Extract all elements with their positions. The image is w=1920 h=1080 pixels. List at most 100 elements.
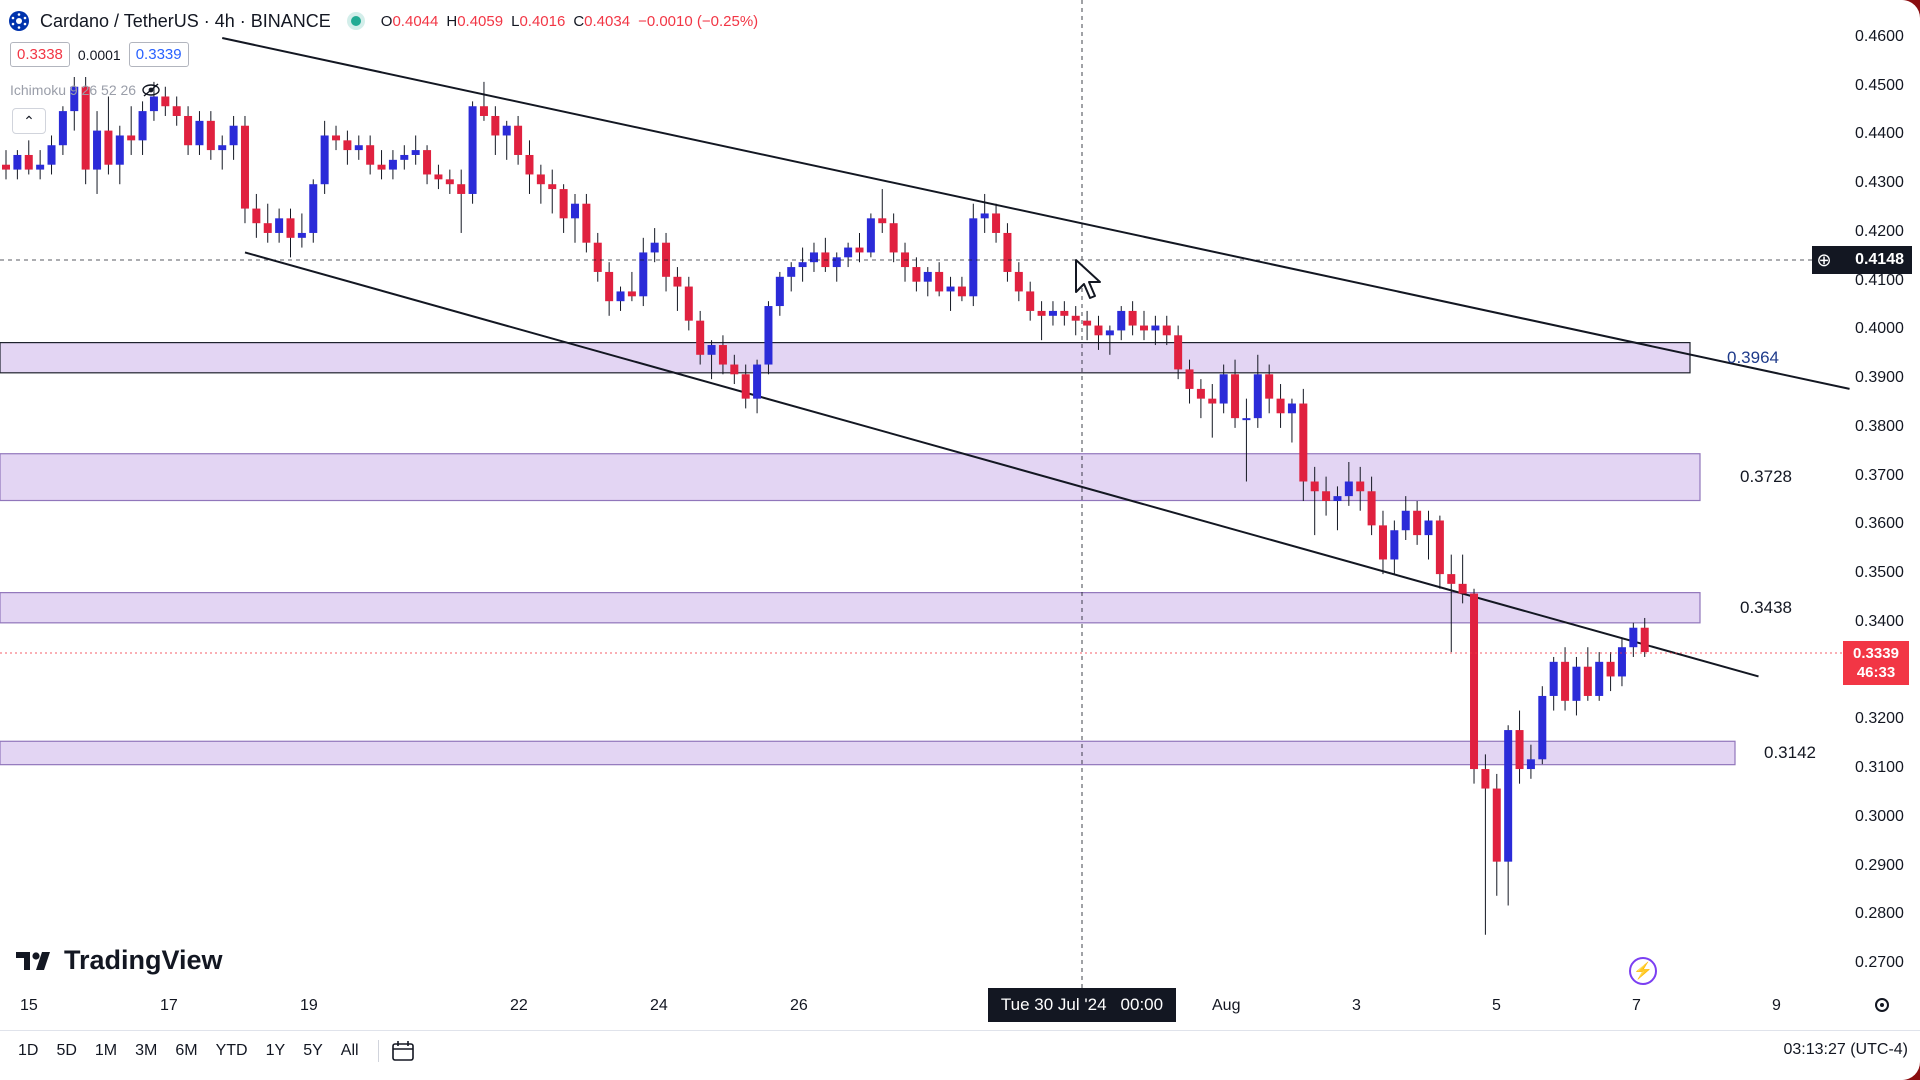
candle-body bbox=[753, 364, 762, 399]
candle-body bbox=[1299, 403, 1308, 482]
trendline-upper bbox=[222, 37, 1850, 390]
crosshair-price-value: 0.4148 bbox=[1855, 251, 1904, 268]
candle-body bbox=[1003, 232, 1012, 272]
candle-body bbox=[13, 154, 22, 170]
candle-body bbox=[1174, 335, 1183, 370]
price-tick-label: 0.3200 bbox=[1855, 710, 1904, 728]
current-price-label: 0.3339 46:33 bbox=[1843, 641, 1909, 685]
collapse-legend-button[interactable]: ⌃ bbox=[12, 108, 46, 134]
range-button-1y[interactable]: 1Y bbox=[265, 1042, 286, 1059]
indicator-legend[interactable]: Ichimoku 9 26 52 26 bbox=[10, 82, 160, 98]
candle-body bbox=[70, 86, 79, 112]
candle-body bbox=[1094, 325, 1103, 336]
candle-body bbox=[844, 247, 853, 258]
candle-body bbox=[957, 286, 966, 297]
candle-body bbox=[366, 145, 375, 165]
spread-value: 0.0001 bbox=[77, 46, 121, 63]
time-tick-label: 19 bbox=[300, 997, 318, 1014]
candle-body bbox=[58, 111, 67, 146]
range-button-ytd[interactable]: YTD bbox=[215, 1042, 248, 1059]
calendar-icon[interactable] bbox=[389, 1039, 417, 1063]
cardano-icon[interactable] bbox=[8, 10, 30, 32]
settings-gear-icon[interactable] bbox=[1872, 995, 1892, 1015]
range-button-5d[interactable]: 5D bbox=[56, 1042, 77, 1059]
timezone-clock[interactable]: 03:13:27 (UTC-4) bbox=[1783, 1041, 1909, 1058]
hidden-eye-icon[interactable] bbox=[142, 83, 160, 97]
candle-body bbox=[1538, 695, 1547, 760]
symbol-title[interactable]: Cardano / TetherUS · 4h · BINANCE bbox=[40, 10, 331, 31]
tradingview-logo[interactable]: TradingView bbox=[14, 945, 223, 976]
candle-body bbox=[1595, 661, 1604, 696]
range-button-6m[interactable]: 6M bbox=[175, 1042, 198, 1059]
zone-price-label: 0.3142 bbox=[1764, 742, 1816, 762]
price-tick-label: 0.3500 bbox=[1855, 564, 1904, 582]
add-alert-plus-icon[interactable]: ⊕ bbox=[1816, 249, 1832, 270]
candle-body bbox=[855, 247, 864, 253]
price-tick-label: 0.2900 bbox=[1855, 856, 1904, 874]
candle-body bbox=[1640, 627, 1649, 653]
range-button-1m[interactable]: 1M bbox=[94, 1042, 118, 1059]
candle-body bbox=[149, 96, 158, 112]
candle-body bbox=[1617, 647, 1626, 677]
candle-body bbox=[1071, 315, 1080, 321]
candle-body bbox=[1276, 398, 1285, 414]
range-button-5y[interactable]: 5Y bbox=[303, 1042, 323, 1059]
candle-body bbox=[252, 208, 261, 224]
candle-body bbox=[332, 135, 341, 141]
candle-body bbox=[388, 159, 397, 170]
candle-body bbox=[1367, 491, 1376, 526]
candle-body bbox=[1447, 574, 1456, 584]
crosshair-date: Tue 30 Jul '24 bbox=[1000, 995, 1107, 1014]
candle-body bbox=[1151, 325, 1160, 331]
open-label: O bbox=[380, 12, 393, 30]
close-label: C bbox=[573, 12, 585, 30]
sell-button[interactable]: 0.3338 bbox=[10, 42, 70, 67]
bar-countdown: 46:33 bbox=[1856, 664, 1896, 681]
time-tick-label: 5 bbox=[1492, 997, 1501, 1014]
candle-body bbox=[1083, 320, 1092, 326]
candle-body bbox=[1105, 330, 1114, 336]
candle-body bbox=[491, 115, 500, 136]
candle-body bbox=[1470, 593, 1479, 770]
candle-body bbox=[1435, 520, 1444, 575]
candle-body bbox=[1413, 510, 1422, 536]
candle-body bbox=[1572, 666, 1581, 701]
candle-body bbox=[741, 374, 750, 399]
price-tick-label: 0.4500 bbox=[1855, 76, 1904, 94]
trendlines-layer bbox=[222, 37, 1850, 678]
zone-rect bbox=[0, 453, 1701, 502]
buy-button[interactable]: 0.3339 bbox=[128, 42, 189, 67]
candle-body bbox=[1344, 481, 1353, 497]
price-tick-label: 0.3700 bbox=[1855, 466, 1904, 484]
tradingview-logo-icon bbox=[16, 951, 50, 970]
price-tick-label: 0.3800 bbox=[1855, 417, 1904, 435]
candle-body bbox=[1253, 374, 1262, 419]
candle-body bbox=[93, 130, 102, 170]
candle-body bbox=[320, 135, 329, 185]
bottom-toolbar: 1D 5D 1M 3M 6M YTD 1Y 5Y All 03:13:27 (UTC-4) bbox=[0, 1030, 1920, 1071]
range-button-3m[interactable]: 3M bbox=[135, 1042, 158, 1059]
candle-body bbox=[832, 257, 841, 268]
candle-body bbox=[1037, 310, 1046, 316]
candle-body bbox=[935, 271, 944, 292]
candle-body bbox=[1629, 627, 1638, 648]
candle-body bbox=[1583, 666, 1592, 696]
candle-body bbox=[923, 271, 932, 282]
candle-body bbox=[1060, 310, 1069, 316]
candle-body bbox=[1378, 525, 1387, 560]
lightning-icon[interactable]: ⚡ bbox=[1629, 957, 1657, 985]
range-button-1d[interactable]: 1D bbox=[18, 1042, 39, 1059]
current-price-value: 0.3339 bbox=[1853, 645, 1899, 662]
candle-body bbox=[798, 262, 807, 268]
chart-header: Cardano / TetherUS · 4h · BINANCE O0.404… bbox=[8, 8, 758, 34]
ohlc-values: O0.4044 H0.4059 L0.4016 C0.4034 −0.0010 … bbox=[381, 13, 758, 30]
candle-body bbox=[24, 154, 33, 170]
high-label: H bbox=[446, 12, 458, 30]
zone-price-label: 0.3438 bbox=[1740, 597, 1792, 617]
candle-body bbox=[980, 213, 989, 219]
time-tick-label: 17 bbox=[160, 997, 178, 1014]
time-tick-label: 15 bbox=[20, 997, 38, 1014]
range-button-all[interactable]: All bbox=[340, 1042, 359, 1059]
